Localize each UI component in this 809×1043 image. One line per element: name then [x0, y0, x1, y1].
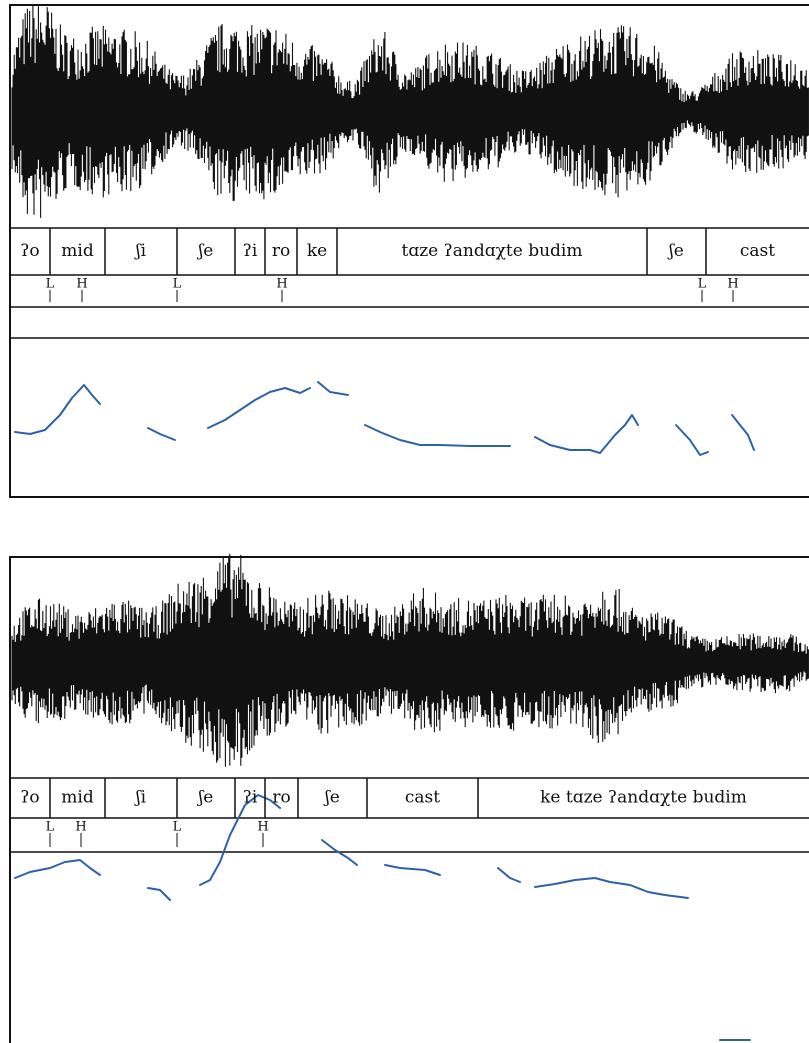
syllable-label: ʔi — [243, 241, 258, 261]
syllable-label: mid — [61, 788, 94, 808]
tone-label: L — [46, 277, 55, 292]
tone-label: L — [698, 277, 707, 292]
panel-frame — [9, 4, 809, 498]
tone-label: H — [75, 820, 86, 835]
waveform — [11, 553, 809, 767]
tone-label: H — [76, 277, 87, 292]
syllable-label: tɑze ʔandɑχte budim — [402, 241, 583, 261]
syllable-label: mid — [61, 241, 94, 261]
syllable-label: ke — [307, 241, 327, 261]
syllable-label: cast — [405, 788, 440, 808]
syllable-label: ʔo — [20, 241, 39, 261]
tone-label: H — [727, 277, 738, 292]
panel: ʔo mid ʃi ʃe ʔi ro ʃe cast ke tɑze ʔandɑχte budi… — [9, 553, 809, 1043]
panel-frame — [9, 556, 809, 1043]
syllable-label: ʔo — [20, 788, 39, 808]
pitch-track — [14, 794, 751, 1041]
tone-label: L — [173, 820, 182, 835]
tone-label: H — [257, 820, 268, 835]
waveform — [11, 4, 809, 218]
syllable-label: ʃi — [134, 788, 147, 808]
syllable-label: ʃe — [667, 241, 684, 261]
syllable-label: ke tɑze ʔandɑχte budim — [540, 788, 747, 808]
tone-label: L — [173, 277, 182, 292]
syllable-label: ʃi — [134, 241, 147, 261]
syllable-label: cast — [740, 241, 775, 261]
syllable-label: ʃe — [323, 788, 340, 808]
syllable-label: ro — [272, 788, 290, 808]
tone-label: H — [276, 277, 287, 292]
pitch-track — [14, 381, 755, 456]
syllable-label: ʃe — [197, 788, 214, 808]
syllable-label: ʃe — [197, 241, 214, 261]
tone-label: L — [46, 820, 55, 835]
syllable-label: ʔi — [243, 788, 258, 808]
syllable-label: ro — [272, 241, 290, 261]
panel: ʔo mid ʃi ʃe ʔi ro ke tɑze ʔandɑχte budim ʃe cast… — [9, 4, 809, 498]
